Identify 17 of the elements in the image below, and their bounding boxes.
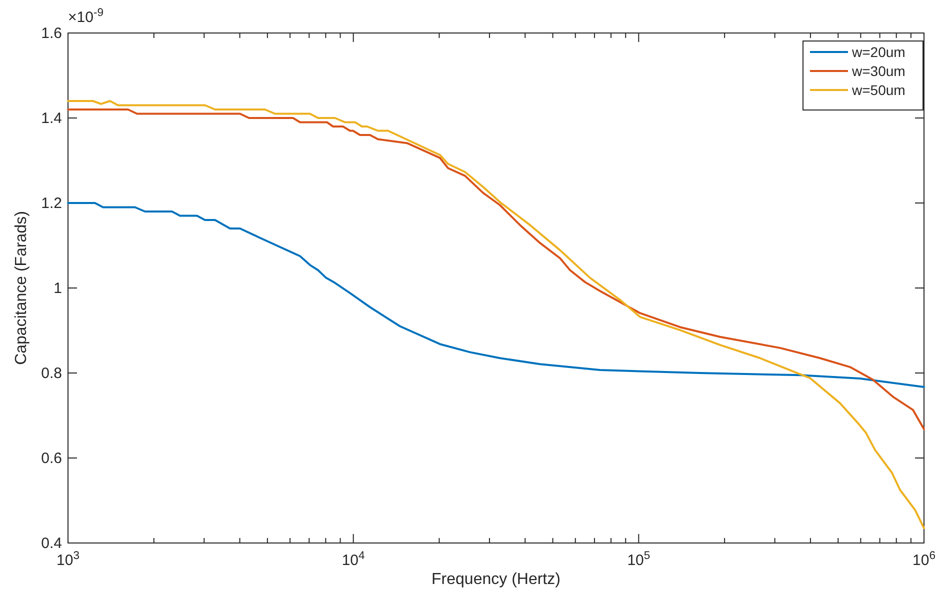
x-axis-title: Frequency (Hertz) xyxy=(432,571,560,588)
legend-label: w=20um xyxy=(851,44,906,60)
y-tick-label: 1.4 xyxy=(41,110,62,127)
x-tick-label: 10$^{4}$ xyxy=(342,550,365,569)
y-tick-label: 0.8 xyxy=(41,365,62,382)
x-tick-label: 10$^{6}$ xyxy=(912,550,936,569)
x-tick-label: 10$^{5}$ xyxy=(627,550,650,569)
legend-label: w=30um xyxy=(851,63,906,79)
y-tick-label: 0.6 xyxy=(41,450,62,467)
y-tick-label: 0.4 xyxy=(41,535,62,552)
text: ×10$^{-9}$ xyxy=(68,7,104,26)
y-tick-label: 1.6 xyxy=(41,25,62,42)
y-tick-label: 1 xyxy=(54,280,62,297)
y-axis-title: Capacitance (Farads) xyxy=(13,211,30,365)
legend-label: w=50um xyxy=(851,82,906,98)
y-tick-label: 1.2 xyxy=(41,195,62,212)
x-tick-label: 10$^{3}$ xyxy=(56,550,80,569)
